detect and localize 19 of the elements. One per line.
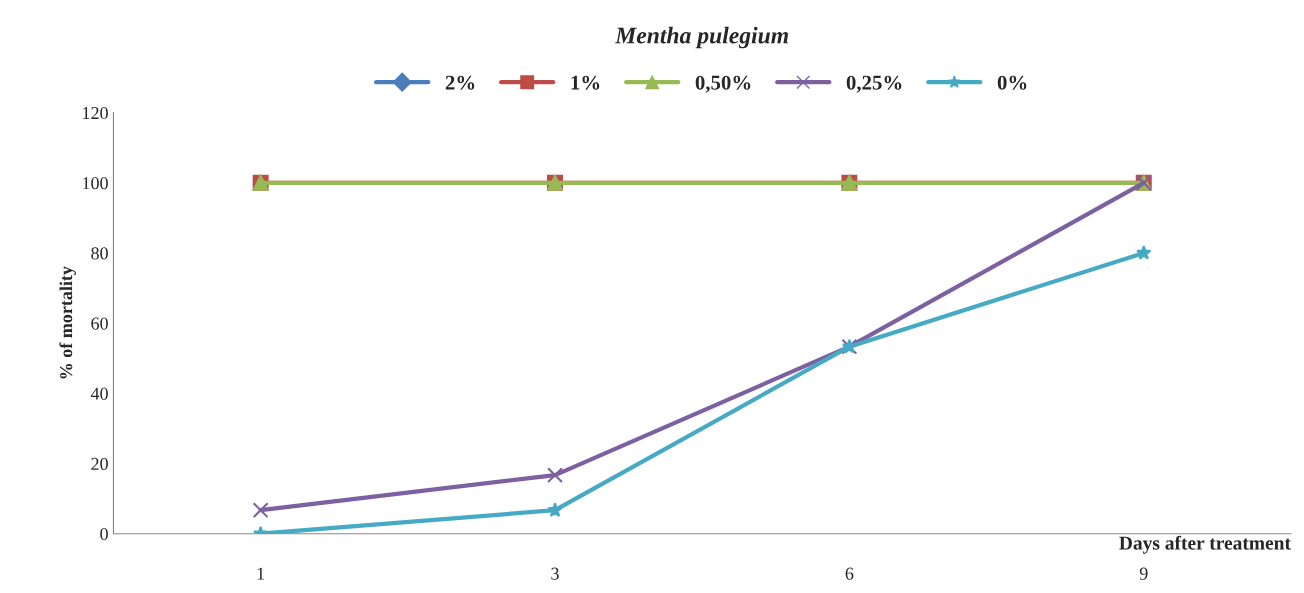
y-tick-label: 40 (90, 387, 108, 400)
legend-label: 0,25% (846, 75, 902, 93)
x-tick-label: 3 (551, 567, 559, 580)
y-tick-label: 100 (83, 177, 108, 190)
y-tick-label: 20 (91, 457, 108, 470)
legend-label: 2% (445, 75, 475, 90)
x-tick-label: 9 (1139, 567, 1148, 580)
y-tick-label: 0 (100, 527, 108, 541)
y-tick-label: 80 (91, 247, 108, 260)
x-tick-label: 6 (845, 567, 854, 580)
legend-label: 0% (997, 75, 1027, 90)
y-tick-label: 120 (83, 106, 108, 120)
chart-title: Mentha pulegium (614, 26, 788, 49)
x-axis-title: Days after treatment (1119, 535, 1291, 554)
legend-label: 0,50% (695, 75, 751, 93)
y-axis-title: % of mortality (59, 266, 76, 379)
legend-label: 1% (571, 75, 600, 90)
y-tick-label: 60 (91, 317, 108, 330)
x-tick-label: 1 (257, 567, 265, 580)
